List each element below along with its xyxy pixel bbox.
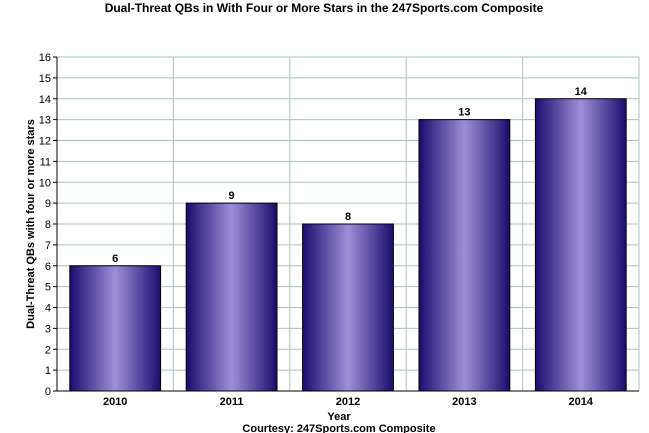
y-tick-label: 9 <box>45 198 51 210</box>
y-tick-label: 14 <box>39 94 51 106</box>
x-category-2010: 2010 <box>103 396 127 408</box>
x-category-2014: 2014 <box>569 396 594 408</box>
y-tick-label: 11 <box>40 156 51 168</box>
bar-2011 <box>185 202 278 392</box>
x-category-2011: 2011 <box>220 396 244 408</box>
y-tick-label: 3 <box>45 323 51 335</box>
y-axis-title: Dual-Threat QBs with four or more stars <box>25 119 37 329</box>
y-tick-label: 13 <box>39 115 51 127</box>
data-label-2014: 14 <box>575 86 588 98</box>
y-tick-label: 10 <box>39 177 51 189</box>
bar-2013 <box>418 119 511 392</box>
data-label-2013: 13 <box>458 107 470 119</box>
x-axis-categories: 2010 2011 2012 2013 2014 <box>103 396 594 408</box>
y-tick-label: 7 <box>45 240 51 252</box>
bar-2010 <box>69 265 162 392</box>
chart-title: Dual-Threat QBs in With Four or More Sta… <box>105 1 544 15</box>
bar-2012 <box>302 223 394 392</box>
y-tick-label: 4 <box>45 303 51 315</box>
bars <box>69 98 627 392</box>
data-label-2010: 6 <box>112 253 118 265</box>
y-tick-label: 15 <box>39 73 51 85</box>
data-label-2012: 8 <box>345 211 351 223</box>
data-labels: 6 9 8 13 14 <box>112 86 588 265</box>
x-category-2012: 2012 <box>336 396 360 408</box>
y-tick-label: 6 <box>45 261 51 273</box>
y-tick-label: 2 <box>45 344 51 356</box>
bar-2014 <box>534 98 627 392</box>
y-tick-label: 16 <box>39 52 51 64</box>
y-tick-label: 12 <box>39 136 51 148</box>
data-label-2011: 9 <box>229 190 235 202</box>
y-tick-label: 8 <box>45 219 51 231</box>
y-tick-label: 1 <box>45 365 51 377</box>
x-category-2013: 2013 <box>452 396 476 408</box>
y-tick-label: 0 <box>45 386 51 398</box>
chart-credit: Courtesy: 247Sports.com Composite <box>242 423 435 433</box>
y-tick-label: 5 <box>45 282 51 294</box>
x-axis-title: Year <box>327 411 351 423</box>
